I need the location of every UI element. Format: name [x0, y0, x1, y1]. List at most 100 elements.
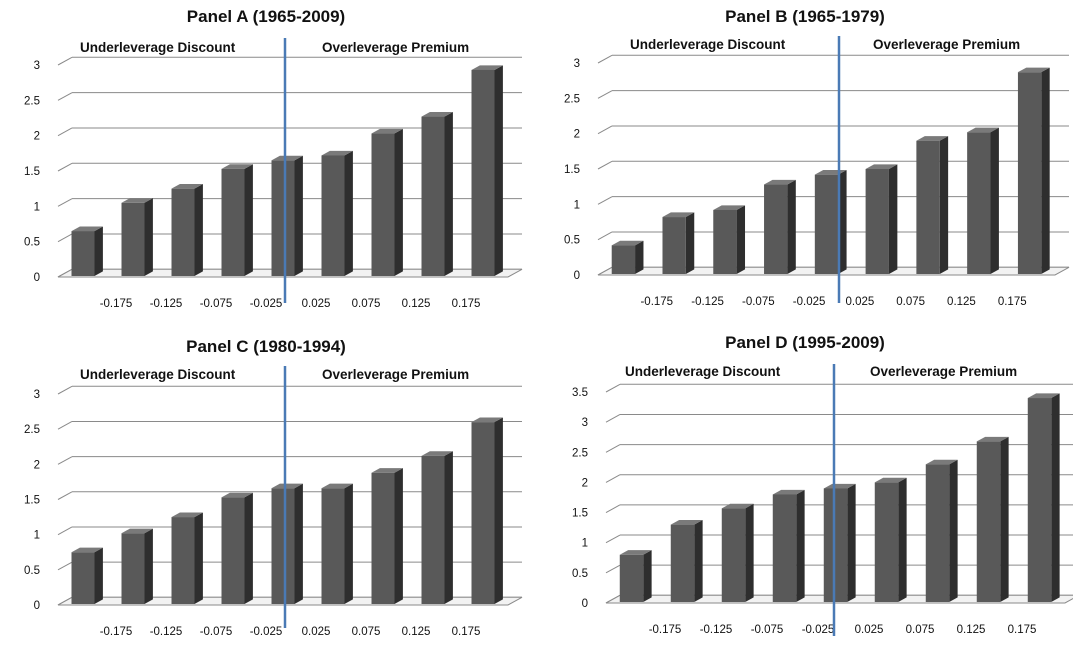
x-tick-label: 0.075	[352, 298, 381, 310]
bar-side	[394, 468, 403, 604]
bar-side	[94, 547, 103, 604]
bar-side	[294, 483, 303, 604]
region-label-right: Overleverage Premium	[873, 37, 1020, 52]
x-tick-label: -0.175	[649, 624, 682, 636]
bar-front	[171, 517, 195, 604]
bar-side	[444, 111, 453, 276]
x-tick-label: 0.125	[402, 626, 431, 638]
bar	[670, 520, 703, 602]
bar-top	[865, 164, 898, 169]
x-tick-label: 0.125	[947, 296, 976, 308]
bar-front	[814, 174, 839, 274]
x-tick-label: 0.125	[402, 298, 431, 310]
x-tick-label: -0.125	[150, 298, 183, 310]
bar-top	[611, 240, 644, 246]
y-tick-label: 1.5	[564, 164, 580, 176]
x-tick-label: -0.075	[751, 624, 784, 636]
panel-title: Panel D (1995-2009)	[725, 333, 885, 352]
x-tick-label: -0.025	[250, 626, 283, 638]
bar-side	[494, 65, 503, 277]
gridline-side	[57, 526, 73, 536]
bar-front	[925, 464, 950, 602]
bar	[814, 170, 847, 274]
bar-side	[990, 127, 999, 274]
bar	[471, 417, 503, 604]
y-tick-label: 1.5	[24, 495, 40, 507]
bar-front	[823, 488, 848, 602]
y-tick-label: 2	[34, 459, 40, 471]
region-label-left: Underleverage Discount	[630, 37, 786, 52]
bar-side	[444, 451, 453, 604]
bar-front	[371, 472, 395, 604]
bar-side	[1000, 436, 1009, 602]
bar-front	[619, 554, 644, 602]
gridline-side	[57, 491, 73, 500]
bar-front	[713, 209, 737, 274]
bar-front	[421, 116, 445, 276]
bar-side	[144, 528, 153, 604]
gridline-side	[605, 383, 621, 393]
bar-side	[394, 128, 403, 276]
region-label-left: Underleverage Discount	[80, 40, 236, 55]
gridline-side	[597, 125, 613, 135]
bar-front	[221, 497, 245, 604]
bar	[221, 164, 253, 276]
y-tick-label: 2	[582, 477, 588, 489]
bar-side	[344, 150, 353, 276]
bar-top	[823, 483, 856, 489]
bar-front	[471, 69, 495, 277]
y-tick-label: 3	[582, 417, 588, 429]
bar-side	[787, 179, 796, 274]
bar-front	[865, 169, 889, 274]
y-tick-label: 1	[34, 201, 40, 213]
bar	[925, 459, 958, 602]
bar-top	[772, 489, 805, 495]
gridline-side	[597, 231, 613, 241]
y-tick-label: 1.5	[24, 166, 40, 178]
y-tick-label: 0.5	[572, 568, 588, 580]
y-tick-label: 0	[34, 600, 40, 612]
bar-top	[221, 164, 253, 169]
y-tick-label: 0.5	[24, 565, 40, 577]
y-tick-label: 0	[582, 598, 588, 610]
bar-top	[471, 65, 503, 70]
y-tick-label: 1	[574, 199, 580, 211]
x-tick-label: -0.125	[700, 624, 733, 636]
bar	[71, 226, 103, 276]
bar-top	[371, 468, 403, 473]
bar	[171, 512, 203, 604]
bar-front	[611, 245, 636, 274]
bar	[1027, 393, 1060, 602]
x-tick-label: -0.025	[802, 624, 835, 636]
bar	[321, 150, 353, 276]
x-tick-label: 0.025	[855, 624, 884, 636]
bar	[662, 212, 695, 274]
region-label-right: Overleverage Premium	[322, 40, 469, 55]
y-tick-label: 1	[34, 530, 40, 542]
gridline-side	[57, 233, 73, 243]
bar	[772, 489, 805, 602]
bar-top	[321, 483, 353, 489]
chart-panel-c: 0 0.5 1 1.5 2 2.5 3 -0.175 -0.125 -0.075 -0.025 0.0…	[24, 337, 523, 638]
bar-top	[874, 477, 907, 483]
bar-front	[772, 494, 797, 602]
y-tick-label: 0	[34, 272, 40, 284]
x-tick-label: -0.075	[742, 296, 775, 308]
bar-top	[976, 436, 1009, 442]
bar-top	[321, 150, 353, 156]
bar-front	[321, 488, 345, 604]
bar	[421, 451, 453, 604]
bar-front	[121, 202, 145, 276]
bar	[321, 483, 353, 604]
bar-side	[838, 170, 847, 274]
bar-top	[662, 212, 695, 218]
bar	[874, 477, 907, 602]
gridline-side	[57, 385, 73, 395]
bar-side	[685, 212, 695, 274]
x-tick-label: 0.125	[957, 624, 986, 636]
bar-front	[976, 441, 1001, 602]
bar-front	[271, 160, 295, 276]
gridline-side	[57, 456, 73, 465]
bar-top	[721, 503, 754, 509]
